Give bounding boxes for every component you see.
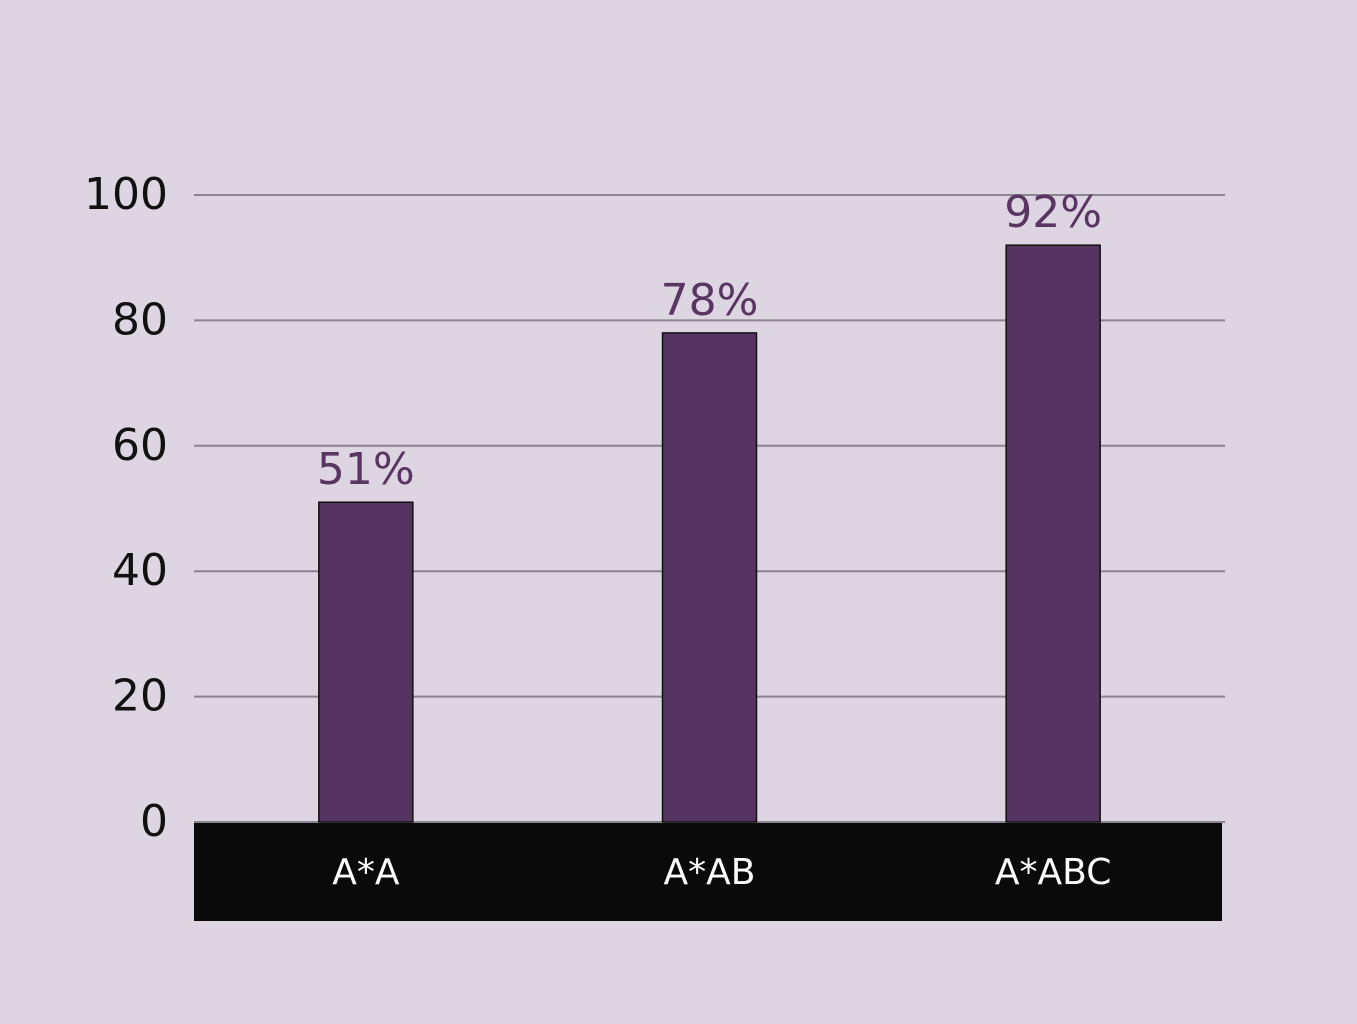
x-tick-label: A*ABC — [995, 852, 1111, 893]
value-label: 78% — [661, 275, 759, 326]
x-tick-label: A*A — [332, 852, 400, 893]
bar — [1005, 244, 1101, 823]
y-tick-label: 0 — [140, 796, 168, 847]
y-tick-label: 60 — [112, 420, 168, 471]
bar — [661, 332, 758, 823]
y-tick-label: 100 — [84, 169, 168, 220]
value-label: 92% — [1004, 187, 1102, 238]
value-label: 51% — [317, 444, 415, 495]
y-tick-label: 80 — [112, 294, 168, 345]
y-tick-label: 40 — [112, 545, 168, 596]
y-tick-label: 20 — [112, 671, 168, 722]
x-tick-label: A*AB — [664, 852, 756, 893]
bar — [318, 501, 414, 823]
category-band — [194, 822, 1222, 921]
